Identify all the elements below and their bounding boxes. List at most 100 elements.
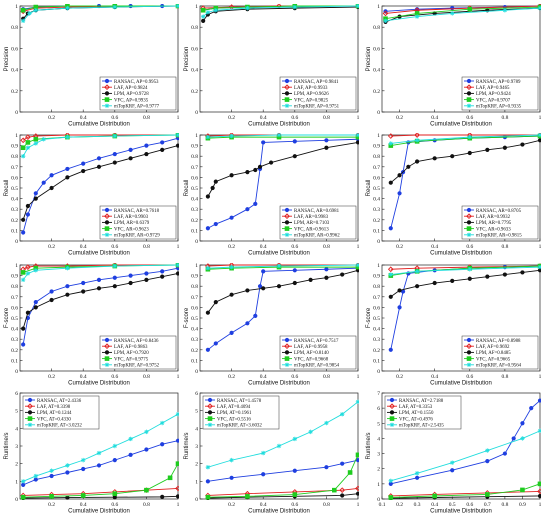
y-axis-label: Runtime/s [184, 432, 190, 459]
point-lpm [205, 310, 210, 315]
x-axis-label: Cumulative Distribution [248, 381, 310, 387]
point-lpm [112, 160, 117, 165]
legend-marker [466, 362, 472, 367]
point-ransac [81, 280, 86, 286]
y-tick-label: 0 [195, 110, 198, 116]
legend-marker [466, 356, 472, 361]
point-lpm [269, 160, 274, 165]
point-ransac [160, 442, 165, 447]
point-ransac [397, 305, 402, 310]
point-lpm [65, 495, 70, 500]
point-lpm [49, 297, 54, 303]
point-mtopkrf [388, 272, 393, 277]
y-tick-label: 0.8 [11, 284, 18, 290]
point-lpm [415, 284, 420, 289]
point-mtopkrf [65, 5, 70, 11]
y-tick-label: 0 [15, 239, 18, 245]
x-tick-label: 1 [177, 374, 180, 380]
y-tick-label: 1 [195, 133, 198, 139]
y-tick-label: 4 [15, 426, 18, 432]
point-lpm [21, 217, 26, 222]
x-tick-label: 0.6 [291, 374, 298, 380]
point-lpm [21, 326, 26, 331]
y-tick-label: 0.1 [191, 228, 198, 234]
point-vfc [25, 140, 31, 145]
series-line-laf [207, 487, 359, 496]
y-tick-label: 1 [377, 4, 380, 10]
point-lpm [128, 280, 133, 286]
legend-marker [207, 422, 213, 427]
point-vfc [175, 461, 179, 466]
point-lpm [128, 156, 133, 161]
point-lpm [65, 175, 70, 180]
point-vfc [144, 487, 149, 493]
series-line-laf [390, 265, 541, 270]
y-axis-label: Precision [4, 47, 10, 72]
legend-entry: VFC, AP=0.9935 [114, 98, 149, 103]
y-tick-label: 0.5 [373, 186, 380, 192]
point-mtopkrf [20, 479, 26, 484]
x-tick-label: 0.4 [431, 115, 438, 121]
point-vfc [49, 494, 54, 499]
point-ransac [450, 468, 455, 473]
legend-entry: RANSAC, AT=2.4336 [37, 399, 82, 404]
point-lpm [81, 289, 86, 294]
series-line-mtopkrf [207, 134, 358, 138]
point-lpm [502, 272, 507, 277]
legend-entry: VFC, AT=0.4330 [37, 417, 71, 422]
point-ransac [81, 466, 86, 472]
x-tick-label: 1 [357, 374, 360, 380]
point-mtopkrf [81, 457, 86, 463]
point-mtopkrf [537, 133, 541, 138]
series-line-vfc [207, 266, 358, 270]
point-mtopkrf [414, 14, 420, 19]
x-tick-label: 0.8 [143, 115, 150, 121]
legend-marker [284, 78, 290, 84]
y-tick-label: 0.2 [11, 348, 18, 354]
y-tick-label: 0.3 [373, 337, 380, 343]
x-tick-label: 0.6 [291, 115, 298, 121]
point-mtopkrf [175, 4, 179, 9]
point-ransac [175, 438, 179, 443]
y-tick-label: 0 [377, 497, 380, 503]
series-line-lpm [390, 495, 541, 499]
y-tick-label: 0.4 [11, 327, 18, 333]
point-mtopkrf [144, 429, 149, 435]
x-tick-label: 0.8 [143, 244, 150, 250]
chart-1-2: 0 0.1 0.2 0.3 0.4 0.5 0.6 0.7 0.8 0.9 1 0.2 0.4 0.6 0.… [366, 133, 542, 257]
legend-entry: RANSAC, AT=1.4578 [217, 399, 262, 404]
legend-marker [284, 97, 290, 102]
series-group [382, 4, 541, 24]
point-mtopkrf [205, 10, 211, 15]
point-mtopkrf [200, 14, 206, 19]
y-tick-label: 0.2 [11, 89, 18, 95]
legend-entry: VFC, AF=0.9775 [114, 357, 149, 362]
point-mtopkrf [175, 133, 179, 138]
y-tick-label: 0.8 [11, 154, 18, 160]
legend-entry: RANSAC, AP=0.9841 [294, 80, 339, 85]
legend-entry: LPM, AT=0.1244 [37, 411, 72, 416]
point-ransac [49, 473, 54, 479]
legend-marker [466, 207, 472, 213]
x-tick-label: 0.8 [501, 502, 508, 508]
point-lpm [388, 180, 393, 185]
point-lpm [175, 143, 179, 148]
point-mtopkrf [292, 4, 297, 10]
legend-entry: LAF, AF=0.9692 [476, 345, 510, 350]
point-mtopkrf [537, 428, 541, 434]
legend-entry: VFC, AT=0.4976 [399, 417, 433, 422]
y-axis-label: Precision [184, 47, 190, 72]
point-lpm [210, 185, 215, 191]
point-mtopkrf [414, 269, 420, 274]
y-tick-label: 0.9 [191, 144, 198, 150]
point-mtopkrf [276, 263, 282, 269]
legend-box [461, 335, 539, 370]
legend-marker [284, 103, 290, 108]
legend-marker [27, 403, 33, 410]
y-tick-label: 0 [377, 239, 380, 245]
x-tick-label: 1 [177, 115, 180, 121]
point-ransac [144, 447, 149, 452]
point-mtopkrf [160, 420, 165, 426]
legend-entry: mTopKRF, AF=0.9564 [476, 364, 522, 369]
